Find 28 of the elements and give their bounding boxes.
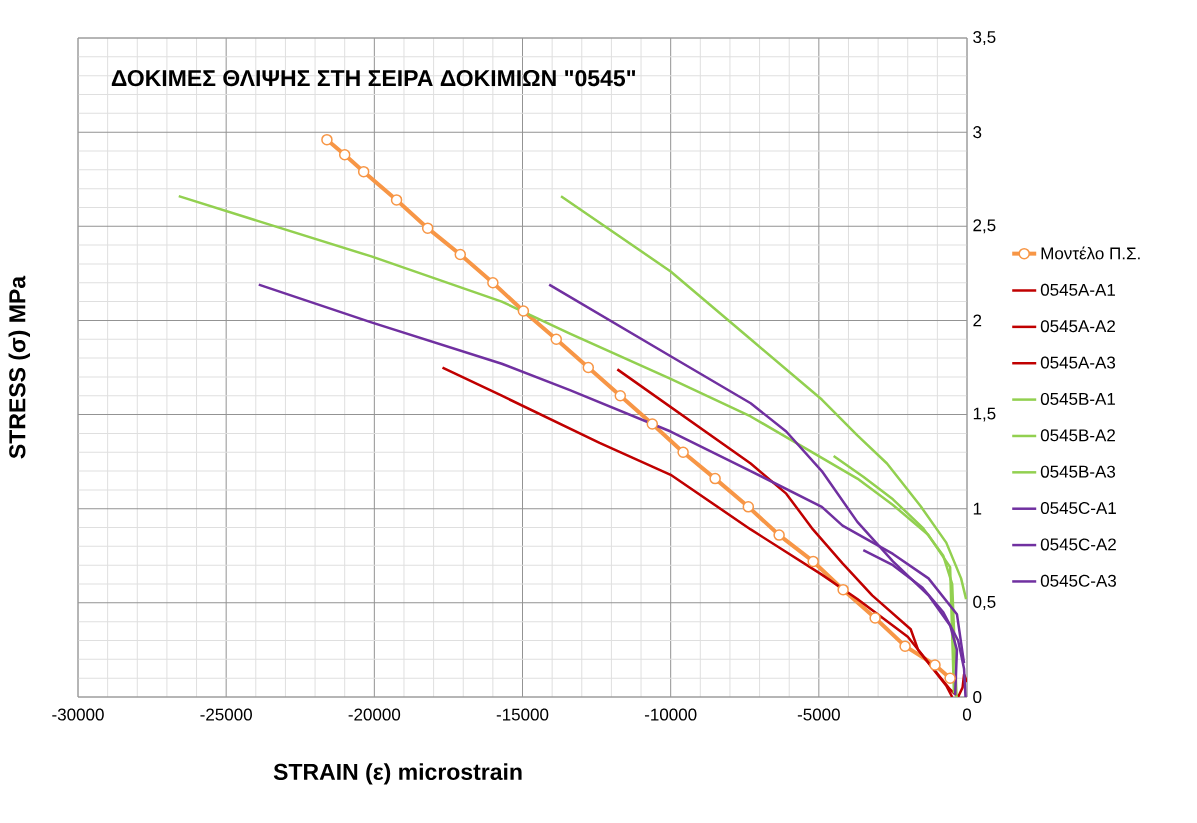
y-tick-label: 1 xyxy=(973,502,982,515)
y-tick-label: 0 xyxy=(973,690,982,704)
legend-label: 0545C-A2 xyxy=(1040,538,1116,551)
legend-label: 0545A-A1 xyxy=(1040,283,1115,296)
legend-label: 0545B-A1 xyxy=(1040,392,1115,405)
legend-label: 0545B-A3 xyxy=(1040,465,1116,478)
legend-label: 0545C-A3 xyxy=(1040,574,1116,587)
y-tick-label: 3 xyxy=(973,126,982,139)
legend-label: 0545A-A3 xyxy=(1040,356,1116,369)
y-tick-label: 2 xyxy=(973,314,982,327)
x-tick-label: -25000 xyxy=(200,708,252,721)
x-axis-title: STRAIN (ε) microstrain xyxy=(273,763,522,785)
y-tick-label: 0,5 xyxy=(973,595,996,610)
x-tick-label: 0 xyxy=(962,708,972,721)
y-axis-title: STRESS (σ) MPa xyxy=(8,275,31,459)
y-tick-label: 2,5 xyxy=(973,219,996,234)
x-tick-label: -30000 xyxy=(52,708,104,721)
legend-label: Μοντέλο Π.Σ. xyxy=(1041,246,1140,260)
legend-label: 0545C-A1 xyxy=(1040,502,1116,515)
x-tick-label: -20000 xyxy=(348,708,401,721)
y-tick-label: 3,5 xyxy=(973,30,996,46)
legend-label: 0545A-A2 xyxy=(1040,320,1115,333)
y-tick-label: 1,5 xyxy=(973,407,996,422)
x-tick-label: -15000 xyxy=(496,708,549,721)
legend-label: 0545B-A2 xyxy=(1040,429,1115,442)
text: ΔΟΚΙΜΕΣ ΘΛΙΨΗΣ ΣΤΗ ΣΕΙΡΑ ΔΟΚΙΜΙΩΝ "0545" xyxy=(111,70,636,87)
x-tick-label: -5000 xyxy=(797,708,840,721)
x-tick-label: -10000 xyxy=(644,708,697,721)
